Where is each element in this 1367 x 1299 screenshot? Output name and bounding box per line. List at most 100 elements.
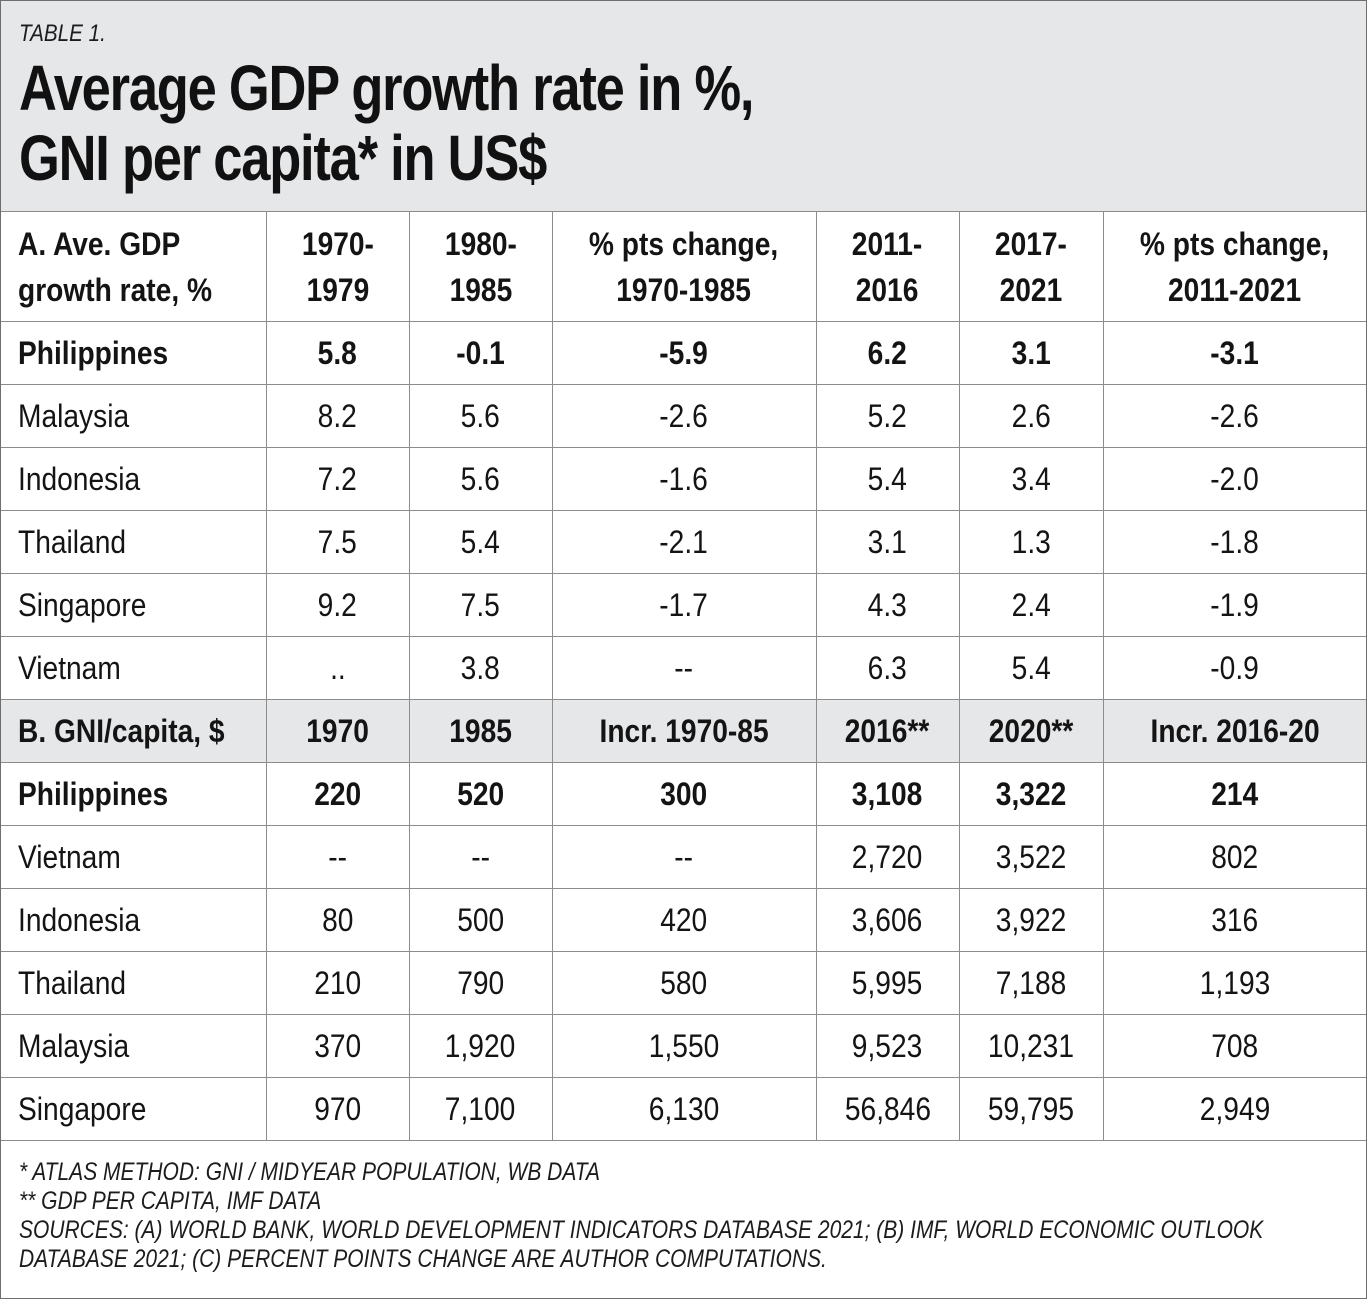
value-cell: -1.9: [1102, 573, 1366, 637]
table-row: Thailand 210 790 580 5,995 7,188 1,193: [1, 951, 1366, 1015]
value-cell: 1,550: [551, 1014, 817, 1078]
value-cell: -0.1: [408, 321, 553, 385]
section-b-header-label: B. GNI/capita, $: [1, 699, 267, 763]
value-cell: 8.2: [265, 384, 410, 448]
value-cell: 3,922: [958, 888, 1104, 952]
value-cell: 220: [265, 762, 410, 826]
footnote-imf-data: ** GDP PER CAPITA, IMF DATA: [19, 1187, 322, 1215]
value-cell: -5.9: [551, 321, 817, 385]
value-cell: 7.5: [265, 510, 410, 574]
value-cell: 790: [408, 951, 553, 1015]
value-cell: 500: [408, 888, 553, 952]
value-cell: 7.5: [408, 573, 553, 637]
value-cell: 802: [1102, 825, 1366, 889]
country-cell: Philippines: [1, 321, 267, 385]
country-cell: Thailand: [1, 510, 267, 574]
footnote-atlas-method: * ATLAS METHOD: GNI / MIDYEAR POPULATION…: [19, 1158, 601, 1186]
value-cell: 3,606: [815, 888, 960, 952]
country-cell: Indonesia: [1, 888, 267, 952]
value-cell: 7.2: [265, 447, 410, 511]
value-cell: -1.8: [1102, 510, 1366, 574]
value-cell: -2.0: [1102, 447, 1366, 511]
table-title-line-2: GNI per capita* in US$: [19, 122, 547, 194]
value-cell: -0.9: [1102, 636, 1366, 700]
column-header: 2017- 2021: [958, 212, 1104, 322]
column-header: % pts change, 1970-1985: [551, 212, 817, 322]
value-cell: 5.6: [408, 447, 553, 511]
value-cell: 4.3: [815, 573, 960, 637]
data-table: A. Ave. GDP growth rate, % 1970- 1979 1980…: [1, 212, 1366, 1141]
country-cell: Vietnam: [1, 636, 267, 700]
country-cell: Vietnam: [1, 825, 267, 889]
value-cell: 1,193: [1102, 951, 1366, 1015]
value-cell: 580: [551, 951, 817, 1015]
column-header: 1970: [265, 699, 410, 763]
value-cell: 3.1: [958, 321, 1104, 385]
value-cell: 5.4: [408, 510, 553, 574]
value-cell: 3,108: [815, 762, 960, 826]
value-cell: 5,995: [815, 951, 960, 1015]
value-cell: 5.4: [815, 447, 960, 511]
value-cell: 3.4: [958, 447, 1104, 511]
value-cell: 1,920: [408, 1014, 553, 1078]
value-cell: 3,522: [958, 825, 1104, 889]
table-label: TABLE 1.: [19, 20, 106, 47]
value-cell: 9,523: [815, 1014, 960, 1078]
value-cell: 3.8: [408, 636, 553, 700]
column-header: 1980- 1985: [408, 212, 553, 322]
table-row: Singapore 9.2 7.5 -1.7 4.3 2.4 -1.9: [1, 573, 1366, 637]
section-b-header-row: B. GNI/capita, $1970 1985 Incr. 1970-85 201…: [1, 699, 1366, 763]
value-cell: 210: [265, 951, 410, 1015]
value-cell: -2.6: [1102, 384, 1366, 448]
value-cell: 59,795: [958, 1077, 1104, 1141]
footnotes: * ATLAS METHOD: GNI / MIDYEAR POPULATION…: [19, 1158, 1349, 1274]
value-cell: ..: [265, 636, 410, 700]
value-cell: -3.1: [1102, 321, 1366, 385]
value-cell: 7,188: [958, 951, 1104, 1015]
value-cell: --: [265, 825, 410, 889]
table-row: Indonesia 80 500 420 3,606 3,922 316: [1, 888, 1366, 952]
column-header: 2011- 2016: [815, 212, 960, 322]
value-cell: 56,846: [815, 1077, 960, 1141]
value-cell: 5.2: [815, 384, 960, 448]
value-cell: 520: [408, 762, 553, 826]
country-cell: Singapore: [1, 1077, 267, 1141]
value-cell: 2,949: [1102, 1077, 1366, 1141]
title-block: TABLE 1. Average GDP growth rate in %, G…: [1, 1, 1366, 212]
value-cell: 5.4: [958, 636, 1104, 700]
section-a-header-row: A. Ave. GDP growth rate, % 1970- 1979 1980…: [1, 212, 1366, 322]
value-cell: -2.1: [551, 510, 817, 574]
value-cell: 7,100: [408, 1077, 553, 1141]
country-cell: Malaysia: [1, 384, 267, 448]
value-cell: -1.7: [551, 573, 817, 637]
section-a-header-label: A. Ave. GDP growth rate, %: [1, 212, 267, 322]
table-row: Vietnam -- -- -- 2,720 3,522 802: [1, 825, 1366, 889]
value-cell: --: [551, 636, 817, 700]
table-row: Philippines 220 520 300 3,108 3,322 214: [1, 762, 1366, 826]
value-cell: 2.4: [958, 573, 1104, 637]
table-row: Malaysia 370 1,920 1,550 9,523 10,231 708: [1, 1014, 1366, 1078]
value-cell: -1.6: [551, 447, 817, 511]
value-cell: 316: [1102, 888, 1366, 952]
value-cell: 420: [551, 888, 817, 952]
value-cell: 970: [265, 1077, 410, 1141]
value-cell: 6.2: [815, 321, 960, 385]
value-cell: 6.3: [815, 636, 960, 700]
table-row: Vietnam.. 3.8 -- 6.3 5.4 -0.9: [1, 636, 1366, 700]
country-cell: Thailand: [1, 951, 267, 1015]
table-row: Singapore 970 7,100 6,130 56,846 59,795 2,949: [1, 1077, 1366, 1141]
footnote-sources: SOURCES: (A) WORLD BANK, WORLD DEVELOPME…: [19, 1216, 1264, 1273]
value-cell: 5.8: [265, 321, 410, 385]
column-header: % pts change, 2011-2021: [1102, 212, 1366, 322]
table-row: Thailand 7.5 5.4 -2.1 3.1 1.3 -1.8: [1, 510, 1366, 574]
table-row: Philippines 5.8 -0.1 -5.9 6.2 3.1 -3.1: [1, 321, 1366, 385]
value-cell: 1.3: [958, 510, 1104, 574]
value-cell: 80: [265, 888, 410, 952]
column-header: 2020**: [958, 699, 1104, 763]
value-cell: 5.6: [408, 384, 553, 448]
value-cell: 214: [1102, 762, 1366, 826]
table-row: Malaysia 8.2 5.6 -2.6 5.2 2.6 -2.6: [1, 384, 1366, 448]
table-row: Indonesia 7.2 5.6 -1.6 5.4 3.4 -2.0: [1, 447, 1366, 511]
value-cell: 300: [551, 762, 817, 826]
value-cell: -2.6: [551, 384, 817, 448]
